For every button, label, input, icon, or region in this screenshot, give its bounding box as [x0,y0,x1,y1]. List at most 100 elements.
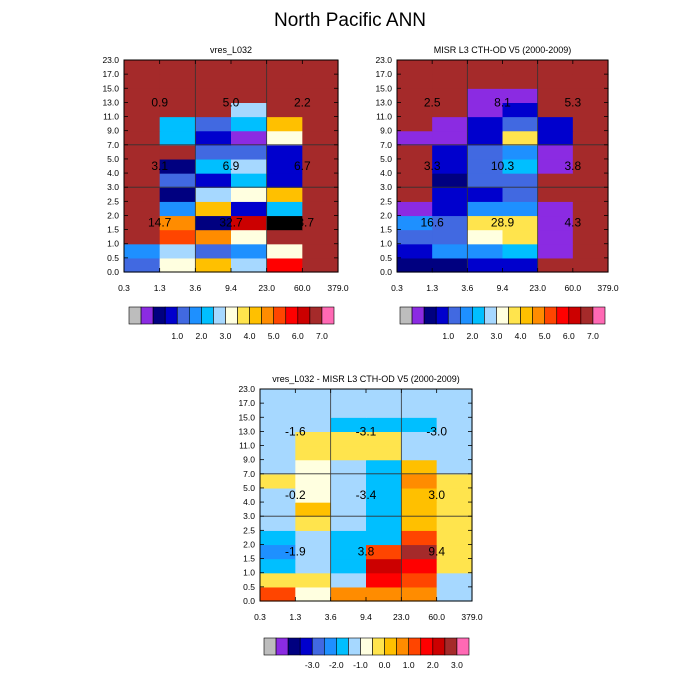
colorbar-box [261,306,275,325]
heatmap-cell [330,544,367,560]
y-tick-label: 1.5 [380,225,392,235]
heatmap-cell [366,544,402,560]
colorbar-label: 4.0 [244,331,256,341]
heatmap-cell [260,544,296,560]
colorbar-box [297,306,311,325]
colorbar-box [456,637,470,656]
heatmap-cell [231,74,268,89]
colorbar-box [188,306,202,325]
data-label: 2.5 [424,95,441,109]
heatmap-cell [572,144,609,160]
colorbar-label: 2.0 [427,660,439,670]
data-label: 5.0 [223,95,240,109]
heatmap-cell [231,215,268,231]
colorbar-label: 4.0 [515,331,527,341]
y-tick-label: 1.5 [243,554,255,564]
heatmap-cell [502,187,539,202]
heatmap-cell [436,558,473,574]
heatmap-cell [330,403,367,418]
heatmap-cell [537,257,574,273]
heatmap-cell [159,144,196,160]
heatmap-cell [266,60,303,75]
heatmap-cell [302,257,339,273]
heatmap-cell [572,158,609,174]
heatmap-cell [295,586,332,602]
data-label: -1.6 [285,424,306,438]
heatmap-cell [302,215,339,231]
y-tick-label: 5.0 [380,154,392,164]
data-label: -0.2 [285,488,306,502]
heatmap-cell [572,102,609,118]
heatmap-cell [231,173,268,188]
y-tick-label: 4.0 [107,168,119,178]
heatmap-cell [266,243,303,259]
x-tick-label: 3.6 [325,612,337,622]
x-tick-label: 60.0 [294,283,311,293]
heatmap-cell [401,445,438,461]
y-tick-label: 2.5 [243,525,255,535]
y-tick-label: 2.0 [380,210,392,220]
data-label: -3.0 [426,424,447,438]
heatmap-cell [537,215,574,231]
x-tick-label: 0.3 [118,283,130,293]
heatmap-cell [502,229,539,245]
heatmap-cell [436,516,473,531]
heatmap-cell [295,572,332,588]
heatmap-cell [502,116,539,132]
data-label: 9.4 [428,545,445,559]
heatmap-cell [366,572,402,588]
heatmap-cell [401,544,438,560]
heatmap-cell [260,586,296,602]
heatmap-cell [330,431,367,447]
heatmap-cell [266,229,303,245]
heatmap-cell [231,102,268,118]
heatmap-cell [432,74,468,89]
y-tick-label: 15.0 [238,412,255,422]
y-tick-label: 4.0 [380,168,392,178]
data-label: 3.8 [564,159,581,173]
heatmap-cell [502,215,539,231]
y-tick-label: 9.0 [243,455,255,465]
heatmap-cell [432,158,468,174]
heatmap-cell [124,229,161,245]
heatmap-cell [397,243,433,259]
heatmap-cell [572,116,609,132]
heatmap-cell [401,403,438,418]
colorbar-box [444,637,458,656]
x-tick-label: 3.6 [461,283,473,293]
colorbar-box [348,637,361,656]
heatmap-cell [401,516,438,531]
colorbar-label: 6.0 [292,331,304,341]
heatmap-cell [302,88,339,103]
colorbar-box [249,306,262,325]
x-tick-label: 9.4 [225,283,237,293]
heatmap-cell [295,487,332,503]
y-tick-label: 17.0 [375,69,392,79]
heatmap-cell [572,74,609,89]
heatmap-cell [366,403,402,418]
heatmap-cell [159,257,196,273]
colorbar-box [399,306,413,325]
heatmap-cell [295,544,332,560]
heatmap-cell [302,102,339,118]
colorbar-label: 7.0 [316,331,328,341]
heatmap-cell [295,558,332,574]
y-tick-label: 1.0 [380,239,392,249]
heatmap-cell [397,229,433,245]
heatmap-cell [572,88,609,103]
heatmap-cell [266,144,303,160]
heatmap-cell [260,558,296,574]
heatmap-cell [366,389,402,404]
heatmap-cell [397,158,433,174]
colorbar-box [423,306,437,325]
heatmap-cell [436,586,473,602]
heatmap-cell [260,473,296,489]
y-tick-label: 1.0 [243,568,255,578]
heatmap-cell [260,403,296,418]
colorbar-label: -1.0 [353,660,368,670]
y-tick-label: 0.5 [107,253,119,263]
heatmap-cell [537,60,574,75]
data-label: 0.9 [151,95,168,109]
colorbar-label: -2.0 [329,660,344,670]
colorbar-box [408,637,422,656]
